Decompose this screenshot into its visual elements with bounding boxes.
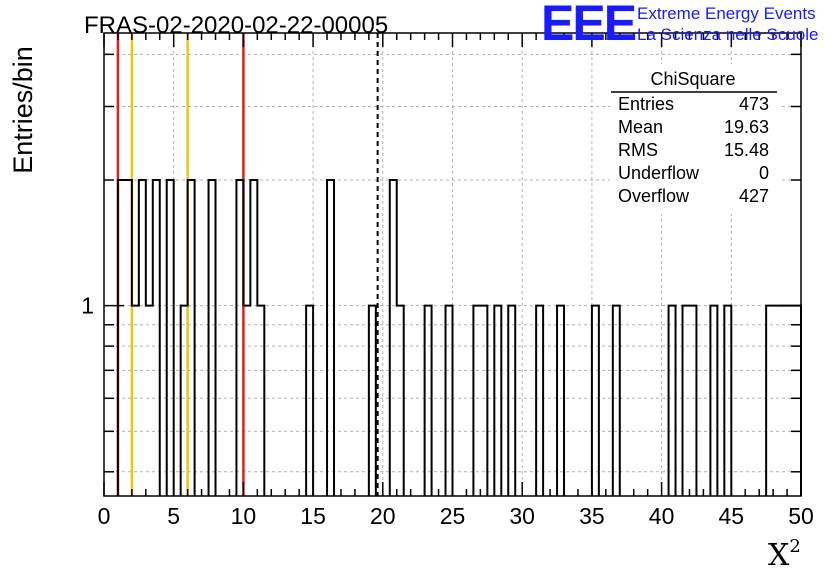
- x-tick-label: 25: [440, 503, 466, 529]
- stats-label-underflow: Underflow: [618, 163, 700, 183]
- x-tick-label: 20: [370, 503, 396, 529]
- logo-mark: EEE: [541, 0, 636, 51]
- y-tick-label: 1: [81, 293, 94, 319]
- stats-value-rms: 15.48: [724, 140, 769, 160]
- x-axis-label-base: X: [768, 538, 790, 572]
- stats-box-title: ChiSquare: [650, 69, 735, 89]
- stats-value-entries: 473: [739, 94, 769, 114]
- x-tick-label: 0: [98, 503, 111, 529]
- axes: 0 5 10 15 20 25 30 35 40 45 50 1: [81, 33, 814, 529]
- stats-box: ChiSquare Entries 473 Mean 19.63 RMS 15.…: [610, 64, 780, 214]
- x-tick-label: 30: [509, 503, 535, 529]
- logo-line-2: La Scienza nelle Scuole: [637, 25, 818, 44]
- stats-label-rms: RMS: [618, 140, 658, 160]
- stats-label-mean: Mean: [618, 117, 663, 137]
- stats-label-overflow: Overflow: [618, 186, 690, 206]
- y-axis-label: Entries/bin: [8, 46, 38, 174]
- stats-value-mean: 19.63: [724, 117, 769, 137]
- x-tick-label: 10: [231, 503, 257, 529]
- x-axis-label-superscript: 2: [789, 536, 800, 557]
- x-tick-label: 35: [579, 503, 605, 529]
- x-tick-label: 5: [167, 503, 180, 529]
- histogram-outline: [116, 179, 802, 496]
- stats-value-overflow: 427: [739, 186, 769, 206]
- chart-title: FRAS-02-2020-02-22-00005: [84, 12, 388, 39]
- stats-box-background: [610, 64, 780, 214]
- x-tick-label: 40: [649, 503, 675, 529]
- stats-label-entries: Entries: [618, 94, 674, 114]
- stats-value-underflow: 0: [759, 163, 769, 183]
- eee-logo: EEE Extreme Energy Events La Scienza nel…: [541, 0, 818, 51]
- x-tick-label: 15: [300, 503, 326, 529]
- x-tick-label: 45: [719, 503, 745, 529]
- x-axis-label: X2: [768, 536, 801, 572]
- logo-line-1: Extreme Energy Events: [637, 4, 816, 23]
- x-tick-label: 50: [788, 503, 814, 529]
